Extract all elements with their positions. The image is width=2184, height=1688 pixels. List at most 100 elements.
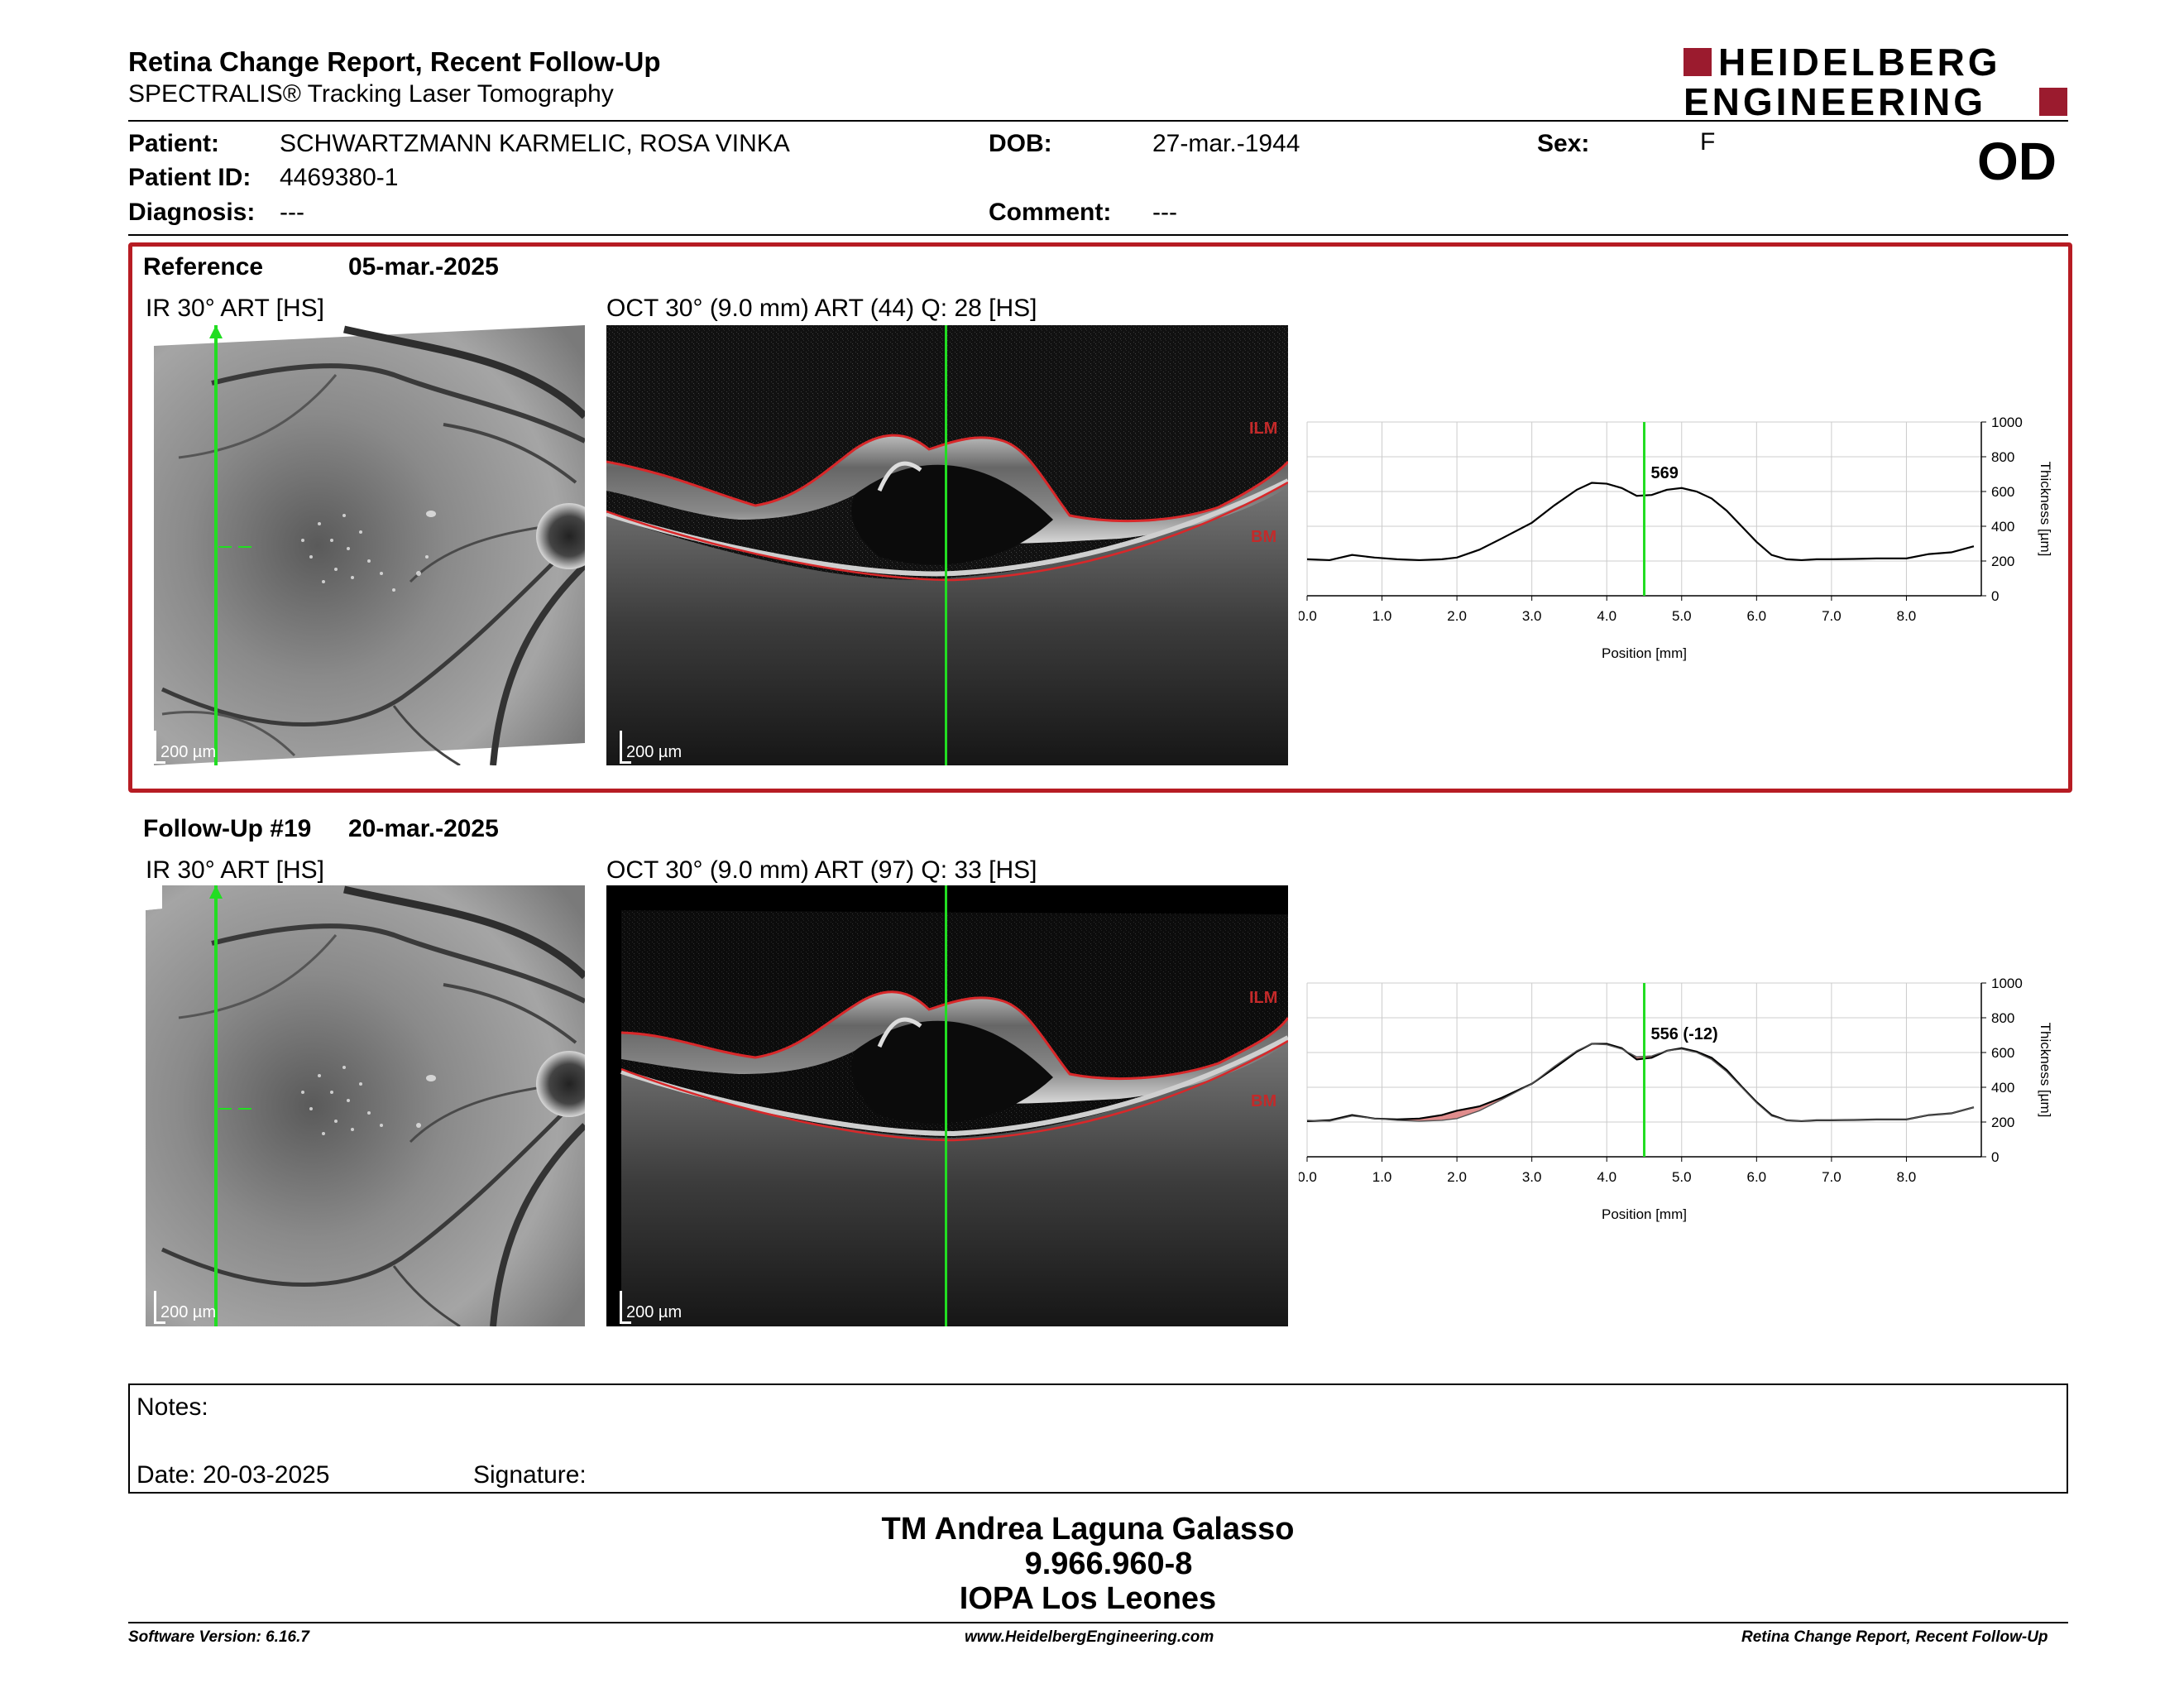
ref-ir-scan-arrow [209,325,223,338]
ref-x-tick-label: 6.0 [1747,608,1767,624]
diagnosis-label: Diagnosis: [128,199,256,226]
comment-label: Comment: [989,199,1112,226]
ref-x-tick-label: 7.0 [1822,608,1842,624]
reference-panel [128,242,2072,793]
footer-divider [128,1622,2068,1623]
fu-x-tick-label: 6.0 [1747,1169,1767,1185]
fu-y-tick-label: 200 [1991,1115,2014,1130]
patient-id-label: Patient ID: [128,164,251,191]
ref-x-tick-label: 8.0 [1897,608,1917,624]
fu-thickness-chart: 0.0 1.0 2.0 3.0 4.0 5.0 6.0 7.0 8.0 0 200 400 600 800… [1299,976,2053,1222]
fu-ir-scalebar: 200 µm [154,1291,237,1324]
fu-y-tick-label: 400 [1991,1080,2014,1096]
fu-x-tick-label: 1.0 [1372,1169,1392,1185]
diagnosis-value: --- [280,199,304,226]
ref-x-tick-label: 1.0 [1372,608,1392,624]
ref-y-tick-label: 1000 [1991,415,2023,430]
notes-label: Notes: [136,1393,208,1421]
ref-y-tick-label: 400 [1991,519,2014,535]
dob-value: 27-mar.-1944 [1152,130,1300,157]
fu-ir-title: IR 30° ART [HS] [146,856,324,884]
fu-x-tick-label: 2.0 [1447,1169,1467,1185]
fu-thickness-line [1306,1043,1975,1122]
fu-ilm-label: ILM [1249,989,1278,1007]
ref-bm-label: BM [1251,528,1277,546]
ref-ilm-label: ILM [1249,420,1278,438]
ref-oct-image: ILM BM 200 µm [606,325,1288,765]
ref-oct-scale-text: 200 µm [626,743,682,761]
fu-bm-label: BM [1251,1092,1277,1110]
logo-text-1: HEIDELBERG [1718,41,2001,84]
signer-name: TM Andrea Laguna Galasso [881,1512,1295,1547]
ref-x-tick-label: 0.0 [1299,608,1317,624]
ref-x-tick-label: 4.0 [1597,608,1616,624]
ref-thickness-line [1306,482,1975,562]
fu-x-tick-label: 7.0 [1822,1169,1842,1185]
fu-ir-scan-arrow [209,885,223,899]
ref-ir-scale-text: 200 µm [160,743,217,761]
ref-ir-scan-line [214,325,218,765]
comment-value: --- [1152,199,1177,226]
fu-ir-scale-text: 200 µm [160,1303,217,1321]
fu-oct-cursor-line [945,885,947,1326]
fu-x-tick-label: 0.0 [1299,1169,1317,1185]
fu-ir-scan-line [214,885,218,1326]
followup-date: 20-mar.-2025 [348,815,499,842]
sex-label: Sex: [1537,130,1590,157]
eye-indicator: OD [1977,132,2057,191]
fu-chart-xlabel: Position [mm] [1602,1206,1687,1222]
fu-y-tick-label: 0 [1991,1149,1999,1165]
logo-text-2: ENGINEERING [1684,80,1987,123]
fu-x-tick-label: 8.0 [1897,1169,1917,1185]
fu-chart-cursor-value: 556 (-12) [1651,1025,1718,1043]
signer-block: TM Andrea Laguna Galasso 9.966.960-8 IOP… [0,1512,2184,1616]
ref-oct-cursor-line [945,325,947,765]
ref-oct-title: OCT 30° (9.0 mm) ART (44) Q: 28 [HS] [606,295,1037,322]
fu-y-tick-label: 1000 [1991,976,2023,991]
fu-x-tick-label: 5.0 [1672,1169,1692,1185]
heidelberg-logo: HEIDELBERG ENGINEERING [1684,43,2068,122]
fu-ir-image: 200 µm [146,885,585,1326]
signature-label: Signature: [473,1461,587,1489]
patient-id: 4469380-1 [280,164,399,191]
signer-org: IOPA Los Leones [959,1581,1217,1616]
fu-x-tick-label: 3.0 [1522,1169,1542,1185]
reference-date: 05-mar.-2025 [348,253,499,281]
dob-label: DOB: [989,130,1052,157]
fu-chart-ylabel: Thickness [µm] [2038,1023,2053,1118]
patient-divider [128,234,2068,236]
fu-oct-title: OCT 30° (9.0 mm) ART (97) Q: 33 [HS] [606,856,1037,884]
ref-y-tick-label: 200 [1991,554,2014,569]
report-title: Retina Change Report, Recent Follow-Up [128,46,661,77]
signer-id: 9.966.960-8 [1024,1547,1193,1581]
footer-report-name: Retina Change Report, Recent Follow-Up [1741,1628,2048,1646]
patient-name: SCHWARTZMANN KARMELIC, ROSA VINKA [280,130,790,157]
ref-oct-scalebar: 200 µm [620,731,702,764]
ref-y-tick-label: 0 [1991,588,1999,604]
fu-thickness-line [1306,1043,1975,1123]
fu-oct-image: ILM BM 200 µm [606,885,1288,1326]
ref-chart-xlabel: Position [mm] [1602,645,1687,661]
ref-ir-title: IR 30° ART [HS] [146,295,324,322]
ref-thickness-chart: 0.0 1.0 2.0 3.0 4.0 5.0 6.0 7.0 8.0 0 200 400 600 800… [1299,415,2053,661]
fu-y-tick-label: 600 [1991,1045,2014,1061]
notes-date: Date: 20-03-2025 [136,1461,330,1489]
ref-chart-cursor-value: 569 [1651,464,1679,482]
patient-label: Patient: [128,130,220,157]
ref-chart-ylabel: Thickness [µm] [2038,462,2053,557]
ref-y-tick-label: 600 [1991,484,2014,500]
ref-y-tick-label: 800 [1991,449,2014,465]
software-version: Software Version: 6.16.7 [128,1628,309,1646]
ref-x-tick-label: 3.0 [1522,608,1542,624]
followup-label: Follow-Up #19 [143,815,312,842]
ref-x-tick-label: 2.0 [1447,608,1467,624]
notes-box: Notes: Date: 20-03-2025 Signature: [128,1383,2068,1494]
fu-oct-scale-text: 200 µm [626,1303,682,1321]
fu-y-tick-label: 800 [1991,1010,2014,1026]
reference-label: Reference [143,253,264,281]
ref-ir-scalebar: 200 µm [154,731,237,764]
ref-x-tick-label: 5.0 [1672,608,1692,624]
header-divider [128,120,2068,122]
footer-url[interactable]: www.HeidelbergEngineering.com [965,1628,1214,1646]
fu-change-area [1307,1043,1974,1121]
